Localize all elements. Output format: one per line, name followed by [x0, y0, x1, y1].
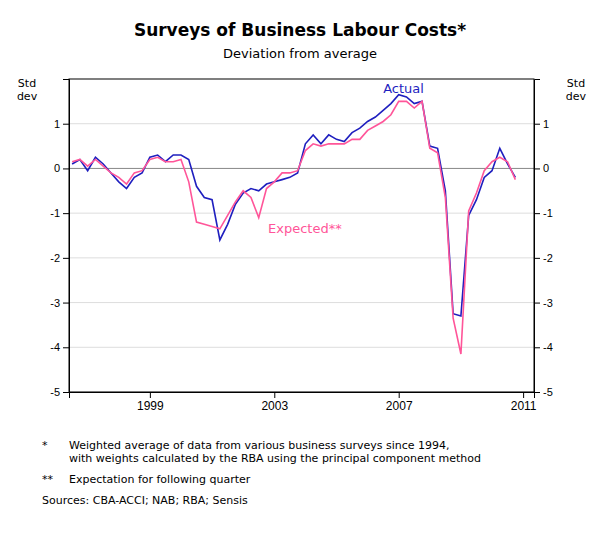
annotation: Expected**: [268, 221, 342, 236]
tick: 2011: [511, 392, 537, 413]
tick-label: 0: [543, 162, 549, 174]
tick-mark: [534, 303, 540, 304]
grid: [69, 124, 534, 392]
tick-mark: [274, 392, 275, 398]
tick-label: 1999: [137, 399, 164, 413]
tick-mark: [150, 392, 151, 398]
axis-domain: [535, 80, 541, 393]
tick-mark: [63, 124, 69, 125]
annotation: Actual: [383, 81, 424, 96]
tick: -3: [534, 297, 553, 309]
y2-axis-label: Stddev: [566, 77, 587, 103]
tick-label: -2: [50, 252, 60, 264]
chart-container: Surveys of Business Labour Costs* Deviati…: [0, 0, 600, 545]
tick-label: -5: [50, 386, 60, 398]
grid-line: [69, 213, 534, 214]
tick-mark: [63, 213, 69, 214]
subtitle: Deviation from average: [223, 46, 377, 61]
title: Surveys of Business Labour Costs*: [134, 20, 466, 40]
axis: -5 -4 -3 -2 -1 0 1: [534, 80, 553, 399]
tick-label: -2: [543, 252, 553, 264]
tick-mark: [523, 392, 524, 398]
footnote: Weighted average of data from various bu…: [69, 439, 481, 465]
tick-mark: [399, 392, 400, 398]
footnote-bullet: **: [42, 473, 54, 486]
tick: 1: [54, 118, 69, 130]
tick-mark: [534, 392, 540, 393]
tick-mark: [63, 303, 69, 304]
series-line: [72, 95, 515, 316]
tick-label: 0: [54, 162, 60, 174]
grid-line: [69, 347, 534, 348]
tick: -5: [534, 386, 553, 398]
tick-label: -1: [50, 207, 60, 219]
footnote-bullet: *: [42, 439, 48, 452]
tick-mark: [534, 347, 540, 348]
tick-label: 1: [54, 118, 60, 130]
tick: 2003: [261, 392, 288, 413]
tick-mark: [63, 347, 69, 348]
tick-label: -5: [543, 386, 553, 398]
tick-mark: [534, 168, 540, 169]
grid-line: [69, 168, 534, 169]
tick: -1: [534, 207, 553, 219]
axis-domain: [63, 80, 70, 393]
footnote: Sources: CBA-ACCI; NAB; RBA; Sensis: [42, 494, 248, 507]
lines: [72, 95, 515, 354]
axis: 1999 2003 2007 2011: [70, 392, 537, 413]
tick: -2: [534, 252, 553, 264]
tick-mark: [534, 124, 540, 125]
footnote: Expectation for following quarter: [69, 473, 251, 486]
tick-mark: [63, 392, 69, 393]
tick: -3: [50, 297, 69, 309]
tick: -2: [50, 252, 69, 264]
tick-label: -4: [50, 341, 60, 353]
tick-label: -4: [543, 341, 553, 353]
tick-label: -3: [543, 297, 553, 309]
grid-line: [69, 123, 534, 124]
plot: 1999 2003 2007 2011 -5 -4 -3 -2 -1 0 1 -5 -4 -3 -2 -1 0 1…: [17, 77, 587, 413]
axis-domain: [70, 393, 535, 399]
tick-mark: [534, 258, 540, 259]
grid-line: [69, 257, 534, 258]
tick-label: 1: [543, 118, 549, 130]
tick-label: 2007: [386, 399, 413, 413]
tick: -5: [50, 386, 69, 398]
tick: 1: [534, 118, 549, 130]
tick: -4: [50, 341, 69, 353]
tick: 1999: [137, 392, 164, 413]
y-axis-label: Stddev: [17, 77, 38, 103]
plot-frame: [69, 79, 534, 392]
tick-label: -3: [50, 297, 60, 309]
series-line: [72, 101, 515, 354]
tick-label: 2003: [261, 399, 288, 413]
tick: -1: [50, 207, 69, 219]
tick: 0: [54, 162, 69, 174]
tick-label: 2011: [511, 399, 537, 413]
tick-mark: [63, 168, 69, 169]
tick: 2007: [386, 392, 413, 413]
tick-label: -1: [543, 207, 553, 219]
axis: -5 -4 -3 -2 -1 0 1: [50, 80, 69, 399]
chart-svg: Surveys of Business Labour Costs* Deviati…: [0, 0, 600, 545]
tick-mark: [534, 213, 540, 214]
tick: -4: [534, 341, 553, 353]
tick-mark: [63, 258, 69, 259]
tick: 0: [534, 162, 549, 174]
